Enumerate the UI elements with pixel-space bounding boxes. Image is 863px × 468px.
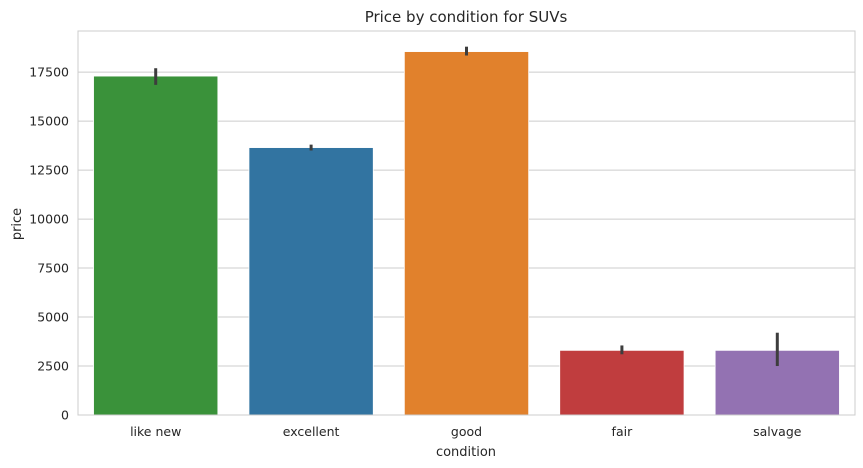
plot-frame [77, 30, 856, 416]
x-tick-labels: like new excellent good fair salvage [130, 424, 802, 439]
x-tick-label: excellent [283, 424, 340, 439]
y-tick-label: 0 [61, 408, 69, 423]
y-tick-label: 5000 [37, 310, 69, 325]
bar-group [93, 51, 840, 416]
x-tick-label: salvage [753, 424, 802, 439]
y-tick-label: 2500 [37, 359, 69, 374]
y-tick-label: 10000 [29, 212, 69, 227]
bar [403, 51, 530, 416]
x-tick-label: like new [130, 424, 181, 439]
bar [559, 349, 685, 416]
x-axis-label: condition [436, 445, 496, 460]
y-tick-label: 7500 [37, 261, 69, 276]
y-tick-label: 15000 [29, 114, 69, 129]
x-tick-label: fair [612, 424, 634, 439]
y-axis-label: price [10, 208, 25, 240]
chart-title: Price by condition for SUVs [365, 8, 568, 26]
x-tick-label: good [451, 424, 482, 439]
y-tick-label: 12500 [29, 163, 69, 178]
y-tick-labels: 0 2500 5000 7500 10000 12500 15000 17500 [29, 65, 69, 423]
error-bar-group [154, 46, 779, 367]
y-tick-label: 17500 [29, 65, 69, 80]
bar [93, 75, 219, 416]
bar [248, 147, 374, 416]
